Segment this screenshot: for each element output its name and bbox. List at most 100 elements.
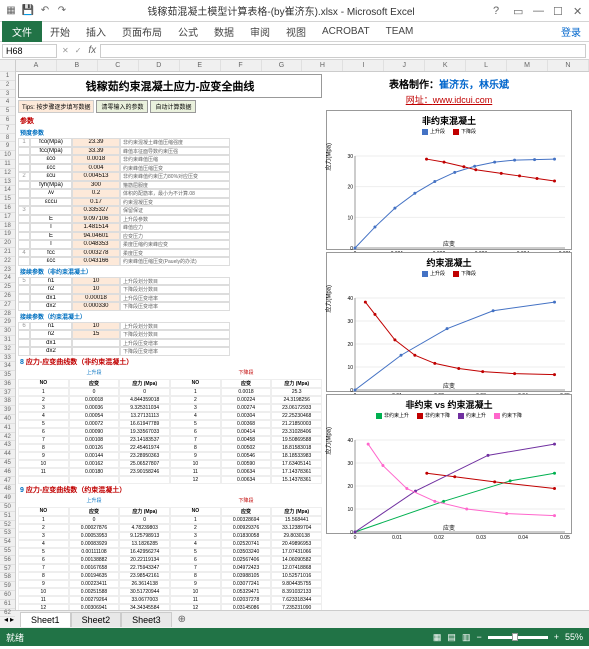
tab-view[interactable]: 视图 [278, 21, 314, 42]
param-row: dx1 0.00018 上升段压变增率 [18, 294, 322, 303]
window-title: 钱稼茹混凝土模型计算表格-(by崔济东).xlsx - Microsoft Ex… [147, 3, 414, 18]
login-link[interactable]: 登录 [553, 21, 589, 42]
col-headers: ABCDEFGHIJKLMN [16, 60, 589, 72]
zoom-slider[interactable] [488, 636, 548, 639]
formula-bar: ✕ ✓ fx [0, 42, 589, 60]
view-normal-icon[interactable]: ▦ [433, 632, 442, 643]
param-row: εccu 0.17 约束混凝压变 [18, 198, 322, 207]
sheet-tab-2[interactable]: Sheet2 [71, 612, 122, 627]
zoom-level[interactable]: 55% [565, 632, 583, 642]
table-row: 80.0012622.4546197480.0050218.81583018 [18, 444, 322, 452]
tab-home[interactable]: 开始 [42, 21, 78, 42]
table-row: 120.0063415.14378361 [18, 476, 322, 484]
param-row: n2 15 下降段划分数目 [18, 330, 322, 339]
tab-insert[interactable]: 插入 [78, 21, 114, 42]
svg-text:0.03: 0.03 [476, 535, 486, 541]
param-row: 1 fco(Mpa) 23.39 非约束混凝土峰值压缩强度 [18, 138, 322, 147]
tab-nav-last-icon[interactable]: ▸ [10, 615, 14, 624]
excel-icon: ▦ [4, 4, 18, 18]
param-table-1: 1 fco(Mpa) 23.39 非约束混凝土峰值压缩强度 fcc(Mpa) 3… [18, 138, 322, 266]
calc-button[interactable]: 自动计算数据 [150, 100, 196, 113]
tab-nav-first-icon[interactable]: ◂ [4, 615, 8, 624]
view-break-icon[interactable]: ▥ [462, 632, 471, 643]
view-layout-icon[interactable]: ▤ [447, 632, 456, 643]
table-row: 20.000278764.7823980320.0092937633.12389… [18, 524, 322, 532]
name-box[interactable] [2, 44, 57, 58]
formula-input[interactable] [100, 44, 586, 58]
table-row: 60.0009019.3356703360.0041423.31028406 [18, 428, 322, 436]
file-tab[interactable]: 文件 [2, 21, 42, 42]
up-label2: 上升段 [18, 496, 170, 505]
svg-text:0.04: 0.04 [518, 535, 528, 541]
down-label: 下降段 [170, 368, 322, 377]
table-row: 30.000369.32531103430.0027423.06172933 [18, 404, 322, 412]
table-row: 70.0010823.1418353770.0045819.50869588 [18, 436, 322, 444]
table-row: 40.0008392913.182628540.0252074120.49896… [18, 540, 322, 548]
up-label: 上升段 [18, 368, 170, 377]
section-data1: 8 应力-应变曲线数（非约束混凝土） [18, 356, 322, 368]
param-row: dx2 下降段压变增率 [18, 347, 322, 356]
website-link[interactable]: 网址：www.idcui.com [326, 93, 572, 106]
table-row: 80.0019463523.9854216180.0398810510.5257… [18, 572, 322, 580]
param-row: 6 n1 10 上升段划分数目 [18, 322, 322, 331]
table-row: 110.0027926433.0677003110.020372787.6233… [18, 596, 322, 604]
sheet-tab-3[interactable]: Sheet3 [121, 612, 172, 627]
param-row: dx1 上升段压变增率 [18, 339, 322, 348]
fx-icon[interactable]: fx [84, 45, 100, 56]
ribbon-tabs: 文件 开始 插入 页面布局 公式 数据 审阅 视图 ACROBAT TEAM 登… [0, 22, 589, 42]
table-row: 50.0007216.6194778950.0036821.21850003 [18, 420, 322, 428]
param-row: 5 n1 10 上升段划分数目 [18, 277, 322, 286]
param-row: n2 10 下降段划分数目 [18, 285, 322, 294]
save-icon[interactable]: 💾 [21, 4, 35, 18]
tab-layout[interactable]: 页面布局 [114, 21, 170, 42]
param-row: 4 fcc 0.003278 柔度压变 [18, 249, 322, 258]
clear-button[interactable]: 清零输入的参数 [96, 100, 148, 113]
param-table-3: 6 n1 10 上升段划分数目 n2 15 下降段划分数目 dx1 上升段压变增… [18, 322, 322, 356]
svg-text:0.02: 0.02 [434, 535, 444, 541]
table-row: 110.0018023.90158246110.0063417.14378361 [18, 468, 322, 476]
redo-icon[interactable]: ↷ [55, 4, 69, 18]
table-row: 50.0011110816.4295627450.0350324017.0743… [18, 548, 322, 556]
zoom-in-icon[interactable]: + [554, 632, 559, 642]
section-params: 参数 [18, 115, 322, 127]
minimize-icon[interactable]: — [533, 5, 545, 17]
tab-formulas[interactable]: 公式 [170, 21, 206, 42]
row-headers: 1234567891011121314151617181920212223242… [0, 60, 16, 610]
param-row: εco 0.0018 非约束峰值压缩 [18, 155, 322, 164]
svg-text:30: 30 [347, 154, 353, 160]
tab-team[interactable]: TEAM [378, 23, 422, 40]
close-icon[interactable]: ✕ [573, 5, 585, 17]
maximize-icon[interactable]: ☐ [553, 5, 565, 17]
titlebar: ▦ 💾 ↶ ↷ 钱稼茹混凝土模型计算表格-(by崔济东).xlsx - Micr… [0, 0, 589, 22]
svg-text:30: 30 [347, 319, 353, 325]
ribbon-toggle-icon[interactable]: ▭ [513, 5, 525, 17]
confirm-icon[interactable]: ✓ [72, 46, 85, 55]
svg-text:40: 40 [347, 296, 353, 302]
tab-review[interactable]: 审阅 [242, 21, 278, 42]
sheet-tab-1[interactable]: Sheet1 [20, 612, 71, 627]
subsec-1c: 接续参数（约束混凝土） [18, 311, 322, 322]
sheet-area: 1234567891011121314151617181920212223242… [0, 60, 589, 610]
svg-text:10: 10 [347, 215, 353, 221]
help-icon[interactable]: ? [493, 5, 505, 17]
param-row: 3 0.335327 保留保证 [18, 206, 322, 215]
tab-data[interactable]: 数据 [206, 21, 242, 42]
param-row: dx2 0.000330 下降段压变增率 [18, 302, 322, 311]
param-row: fcc(Mpa) 33.39 峰值本征面导数约束压强 [18, 147, 322, 156]
param-row: fyh(Mpa) 300 箍筋屈服度 [18, 181, 322, 190]
section-data2: 9 应力-应变曲线数（约束混凝土） [18, 484, 322, 496]
table-row: 90.0022341126.361413890.030772419.804435… [18, 580, 322, 588]
table-row: 10010.001825.3 [18, 388, 322, 396]
add-sheet-icon[interactable]: ⊕ [172, 612, 192, 627]
data-table-1: NO应变应力 (Mpa)NO应变应力 (Mpa)10010.001825.320… [18, 379, 322, 484]
chart-3: 非约束 vs 约束混凝土非约束上升非约束下降约束上升约束下降0102030400… [326, 394, 572, 534]
table-row: 60.0013888220.2211913460.0256740614.0609… [18, 556, 322, 564]
svg-text:0: 0 [354, 535, 357, 541]
undo-icon[interactable]: ↶ [38, 4, 52, 18]
down-label2: 下降段 [170, 496, 322, 505]
tab-acrobat[interactable]: ACROBAT [314, 23, 378, 40]
tips-label: Tips: 按步骤逐步填写数据 [18, 100, 94, 113]
cancel-icon[interactable]: ✕ [59, 46, 72, 55]
table-row: 20.000184.84435901820.0022424.3198256 [18, 396, 322, 404]
zoom-out-icon[interactable]: − [476, 632, 481, 642]
